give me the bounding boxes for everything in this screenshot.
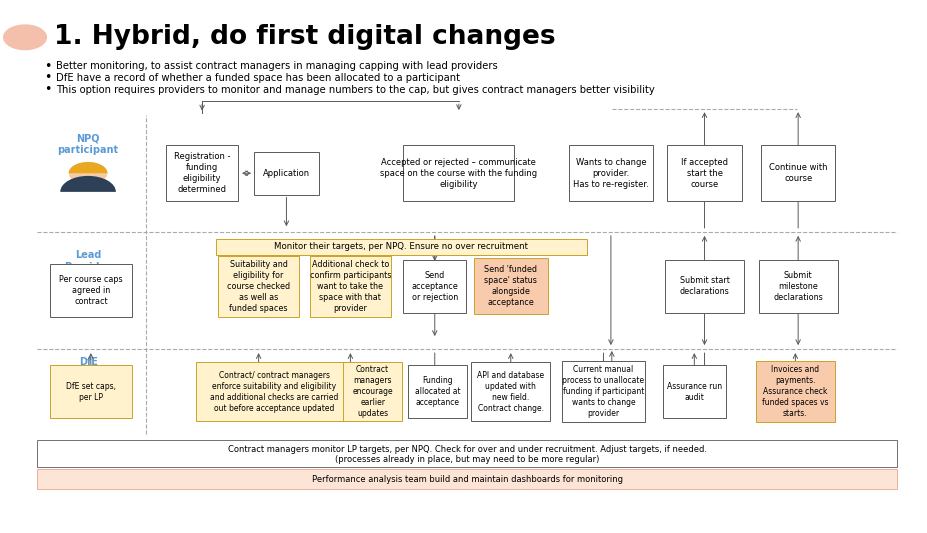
FancyBboxPatch shape xyxy=(166,145,238,201)
Circle shape xyxy=(70,280,107,301)
Text: Contract managers monitor LP targets, per NPQ. Check for over and under recruitm: Contract managers monitor LP targets, pe… xyxy=(228,445,706,454)
Circle shape xyxy=(70,163,107,184)
FancyBboxPatch shape xyxy=(408,365,467,418)
Text: If accepted
start the
course: If accepted start the course xyxy=(681,158,728,189)
Text: •: • xyxy=(44,71,52,84)
Text: Contract/ contract managers
enforce suitability and eligibility
and additional c: Contract/ contract managers enforce suit… xyxy=(210,370,338,413)
FancyBboxPatch shape xyxy=(254,152,319,195)
Text: Monitor their targets, per NPQ. Ensure no over recruitment: Monitor their targets, per NPQ. Ensure n… xyxy=(274,243,528,251)
FancyBboxPatch shape xyxy=(50,365,132,418)
Text: Performance analysis team build and maintain dashboards for monitoring: Performance analysis team build and main… xyxy=(311,475,623,483)
FancyBboxPatch shape xyxy=(37,440,897,467)
Text: Additional check to
confirm participants
want to take the
space with that
provid: Additional check to confirm participants… xyxy=(310,260,391,313)
Text: Contract
managers
encourage
earlier
updates: Contract managers encourage earlier upda… xyxy=(352,365,393,418)
Text: Wants to change
provider.
Has to re-register.: Wants to change provider. Has to re-regi… xyxy=(573,158,649,189)
FancyBboxPatch shape xyxy=(310,256,391,317)
FancyBboxPatch shape xyxy=(666,260,743,313)
Text: 1. Hybrid, do first digital changes: 1. Hybrid, do first digital changes xyxy=(54,25,555,50)
FancyBboxPatch shape xyxy=(756,361,834,422)
Text: Lead
Provider: Lead Provider xyxy=(65,251,111,272)
FancyBboxPatch shape xyxy=(472,362,551,421)
FancyBboxPatch shape xyxy=(37,469,897,489)
Text: Suitability and
eligibility for
course checked
as well as
funded spaces: Suitability and eligibility for course c… xyxy=(227,260,290,313)
Text: DfE: DfE xyxy=(79,358,97,367)
Circle shape xyxy=(4,25,46,50)
FancyBboxPatch shape xyxy=(474,259,548,314)
Text: Submit start
declarations: Submit start declarations xyxy=(679,276,730,296)
Text: Registration -
funding
eligibility
determined: Registration - funding eligibility deter… xyxy=(174,152,230,195)
Text: API and database
updated with
new field.
Contract change.: API and database updated with new field.… xyxy=(477,370,544,413)
Wedge shape xyxy=(60,176,116,192)
FancyBboxPatch shape xyxy=(758,260,837,313)
FancyBboxPatch shape xyxy=(663,365,726,418)
Wedge shape xyxy=(60,394,116,410)
Text: Invoices and
payments.
Assurance check
funded spaces vs
starts.: Invoices and payments. Assurance check f… xyxy=(762,365,829,418)
FancyBboxPatch shape xyxy=(761,145,835,201)
FancyBboxPatch shape xyxy=(667,145,742,201)
FancyBboxPatch shape xyxy=(562,361,645,422)
FancyBboxPatch shape xyxy=(569,145,653,201)
FancyBboxPatch shape xyxy=(216,239,587,255)
FancyBboxPatch shape xyxy=(50,264,132,317)
Text: Send 'funded
space' status
alongside
acceptance: Send 'funded space' status alongside acc… xyxy=(484,265,538,308)
Text: Per course caps
agreed in
contract: Per course caps agreed in contract xyxy=(59,275,122,306)
FancyBboxPatch shape xyxy=(403,260,466,313)
Text: NPQ
participant: NPQ participant xyxy=(57,133,119,155)
Text: Current manual
process to unallocate
funding if participant
wants to change
prov: Current manual process to unallocate fun… xyxy=(563,365,644,418)
Wedge shape xyxy=(69,381,108,392)
Text: Application: Application xyxy=(263,169,310,177)
Text: DfE have a record of whether a funded space has been allocated to a participant: DfE have a record of whether a funded sp… xyxy=(56,73,460,83)
FancyBboxPatch shape xyxy=(403,145,514,201)
Wedge shape xyxy=(69,279,108,290)
Text: Better monitoring, to assist contract managers in managing capping with lead pro: Better monitoring, to assist contract ma… xyxy=(56,61,498,71)
Text: Continue with
course: Continue with course xyxy=(768,163,828,183)
FancyBboxPatch shape xyxy=(196,362,353,421)
Text: This option requires providers to monitor and manage numbers to the cap, but giv: This option requires providers to monito… xyxy=(56,85,654,94)
Text: (processes already in place, but may need to be more regular): (processes already in place, but may nee… xyxy=(335,455,600,464)
FancyBboxPatch shape xyxy=(343,362,402,421)
Text: Funding
allocated at
acceptance: Funding allocated at acceptance xyxy=(414,376,461,407)
Text: Assurance run
audit: Assurance run audit xyxy=(667,382,722,402)
Text: Send
acceptance
or rejection: Send acceptance or rejection xyxy=(412,271,458,302)
Wedge shape xyxy=(69,162,108,173)
Text: DfE set caps,
per LP: DfE set caps, per LP xyxy=(66,382,116,402)
Wedge shape xyxy=(60,293,116,309)
Text: •: • xyxy=(44,60,52,72)
Text: Accepted or rejected – communicate
space on the course with the funding
eligibil: Accepted or rejected – communicate space… xyxy=(380,158,538,189)
Text: •: • xyxy=(44,83,52,96)
Text: Submit
milestone
declarations: Submit milestone declarations xyxy=(773,271,823,302)
Circle shape xyxy=(70,381,107,402)
FancyBboxPatch shape xyxy=(218,256,299,317)
